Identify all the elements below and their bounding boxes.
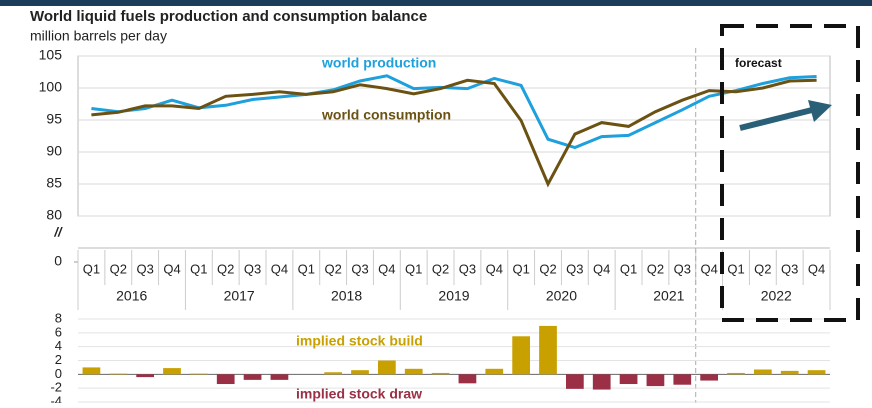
forecast-label: forecast <box>735 56 782 70</box>
bar <box>82 367 101 375</box>
bar-annotation: implied stock build <box>296 333 423 349</box>
y-tick-label: -2 <box>50 380 62 395</box>
x-tick-label: Q4 <box>593 261 610 276</box>
x-tick-label: Q4 <box>163 261 180 276</box>
bar <box>136 374 155 378</box>
year-label: 2019 <box>438 288 469 304</box>
x-tick-label: Q2 <box>539 261 556 276</box>
bar <box>324 372 343 375</box>
bar <box>216 374 235 385</box>
y-tick-label: 2 <box>55 352 62 367</box>
series-label: world consumption <box>321 107 451 123</box>
y-tick-label: 105 <box>39 47 63 63</box>
x-tick-label: Q4 <box>700 261 717 276</box>
bar <box>592 374 611 390</box>
y-tick-label: 4 <box>55 338 62 353</box>
top-strip <box>0 0 872 6</box>
x-tick-label: Q1 <box>512 261 529 276</box>
y-tick-label: 8 <box>55 310 62 325</box>
x-tick-label: Q2 <box>110 261 127 276</box>
x-tick-label: Q3 <box>459 261 476 276</box>
x-tick-label: Q4 <box>271 261 288 276</box>
chart-title: World liquid fuels production and consum… <box>30 8 427 25</box>
arrow-head <box>808 100 832 122</box>
chart-subtitle: million barrels per day <box>30 28 167 44</box>
bar <box>431 372 450 375</box>
x-tick-label: Q1 <box>405 261 422 276</box>
bar <box>512 336 531 375</box>
bar <box>727 372 745 375</box>
y-tick-label: 85 <box>46 175 62 191</box>
y-tick-label: 6 <box>55 324 62 339</box>
bar <box>109 373 128 375</box>
x-tick-label: Q1 <box>727 261 744 276</box>
year-label: 2022 <box>761 288 792 304</box>
x-tick-label: Q1 <box>83 261 100 276</box>
x-tick-label: Q3 <box>244 261 261 276</box>
bar <box>700 374 719 381</box>
x-tick-label: Q4 <box>808 261 825 276</box>
x-tick-label: Q2 <box>324 261 341 276</box>
y-tick-label: 80 <box>46 207 62 223</box>
plot-frame <box>77 55 831 217</box>
x-tick-label: Q2 <box>754 261 771 276</box>
bar <box>189 373 208 375</box>
x-tick-label: Q3 <box>674 261 691 276</box>
bar <box>619 374 638 385</box>
y-tick-label: 0 <box>54 253 62 269</box>
y-tick-label: 90 <box>46 143 62 159</box>
x-tick-label: Q3 <box>566 261 583 276</box>
bar <box>807 370 826 375</box>
year-label: 2021 <box>653 288 684 304</box>
x-tick-label: Q2 <box>217 261 234 276</box>
x-tick-label: Q4 <box>378 261 395 276</box>
bar-annotation: implied stock draw <box>296 386 422 402</box>
year-label: 2016 <box>116 288 147 304</box>
bar <box>780 370 799 375</box>
bar <box>673 374 692 385</box>
bar <box>485 368 504 375</box>
year-label: 2018 <box>331 288 362 304</box>
highlight-box <box>720 24 860 322</box>
y-tick-label: 100 <box>39 79 63 95</box>
series-label: world production <box>321 55 436 71</box>
bar <box>163 368 181 375</box>
year-label: 2020 <box>546 288 577 304</box>
y-tick-label: -4 <box>50 393 62 403</box>
bar <box>753 369 772 375</box>
x-tick-label: Q3 <box>351 261 368 276</box>
bar <box>646 374 665 387</box>
x-tick-label: Q3 <box>136 261 153 276</box>
bar <box>270 374 289 380</box>
axis-break: // <box>53 224 63 239</box>
y-tick-label: 95 <box>46 111 62 127</box>
bar <box>377 360 396 375</box>
bar <box>243 374 262 380</box>
arrow-shaft <box>739 107 813 131</box>
x-tick-label: Q2 <box>432 261 449 276</box>
x-tick-label: Q1 <box>620 261 637 276</box>
series-line <box>91 74 817 150</box>
bar <box>565 374 584 389</box>
x-tick-label: Q4 <box>486 261 503 276</box>
x-tick-label: Q2 <box>647 261 664 276</box>
series-line <box>91 78 817 188</box>
year-label: 2017 <box>224 288 255 304</box>
bar <box>539 325 557 375</box>
bar <box>458 374 477 384</box>
y-tick-label: 0 <box>55 366 62 381</box>
bar <box>351 370 369 375</box>
bar <box>404 368 423 375</box>
x-tick-label: Q1 <box>298 261 315 276</box>
x-tick-label: Q1 <box>190 261 207 276</box>
x-tick-label: Q3 <box>781 261 798 276</box>
